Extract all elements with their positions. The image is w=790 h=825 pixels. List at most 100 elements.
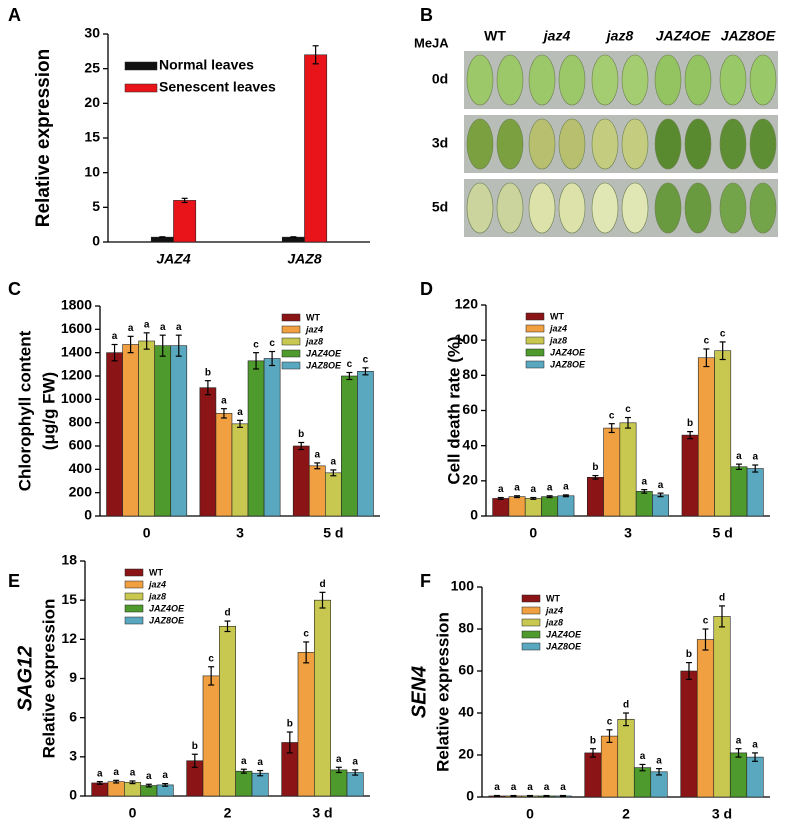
error-bar [111, 343, 118, 362]
significance-letter: a [514, 482, 520, 493]
bar [138, 340, 155, 517]
legend-swatch [124, 568, 144, 577]
y-axis-label: SEN4 [408, 666, 430, 718]
y-tick-label: 0 [466, 788, 474, 804]
y-tick-label: 12 [61, 630, 77, 646]
bar [619, 422, 637, 517]
significance-letter: a [494, 782, 500, 793]
x-tick-label: 3 [236, 525, 244, 541]
legend-swatch [525, 312, 545, 321]
error-bar [657, 492, 664, 498]
significance-letter: c [303, 629, 309, 640]
y-tick-label: 1400 [61, 343, 92, 359]
x-tick-label: 0 [526, 806, 534, 820]
bar [584, 752, 602, 798]
legend-swatch [281, 361, 301, 370]
leaf [558, 182, 586, 234]
x-tick-label: 3 d [312, 805, 332, 820]
significance-letter: b [287, 719, 293, 730]
panel-letter: A [8, 5, 21, 25]
significance-letter: a [736, 735, 742, 746]
leaf [558, 118, 586, 170]
x-tick-label: JAZ8 [287, 251, 321, 267]
significance-letter: c [703, 616, 709, 627]
y-tick-label: 9 [69, 669, 77, 685]
legend-label: JAZ4OE [550, 347, 586, 357]
genotype-label: jaz8 [605, 28, 634, 44]
day-label: 0d [432, 71, 448, 87]
legend-label: jaz4 [545, 605, 563, 615]
significance-letter: a [498, 484, 504, 495]
legend-swatch [521, 630, 541, 639]
leaf [684, 118, 712, 170]
leaf [528, 54, 556, 106]
y-tick-label: 40 [458, 704, 474, 720]
leaf [528, 182, 556, 234]
bar [635, 491, 653, 517]
bar [202, 675, 220, 797]
significance-letter: a [752, 452, 758, 463]
panel-letter: C [8, 279, 21, 299]
significance-letter: a [144, 319, 150, 330]
error-bar [145, 783, 152, 788]
legend-label: jaz4 [549, 323, 567, 333]
error-bar [208, 666, 215, 686]
error-bar [623, 712, 629, 727]
leaf [719, 182, 747, 234]
y-tick-label: 25 [84, 59, 100, 75]
leaf [466, 54, 494, 106]
significance-letter: a [176, 322, 182, 333]
significance-letter: c [625, 404, 631, 415]
legend-label: WT [306, 312, 320, 322]
bar [325, 472, 342, 517]
y-tick-label: 40 [462, 436, 478, 452]
y-tick-label: 5 [92, 198, 100, 214]
bar [586, 477, 604, 517]
y-tick-label: 0 [69, 787, 77, 803]
error-bar [335, 766, 342, 774]
legend-label: jaz8 [545, 617, 563, 627]
bar [263, 358, 281, 517]
y-axis-label: (μg/g FW) [39, 372, 58, 450]
significance-letter: b [592, 462, 598, 473]
significance-letter: a [257, 757, 263, 768]
error-bar [127, 335, 134, 354]
error-bar [560, 794, 567, 797]
significance-letter: c [704, 336, 710, 347]
x-tick-label: 3 [624, 525, 632, 541]
y-tick-label: 1200 [61, 367, 92, 383]
error-bar [286, 731, 293, 754]
y-axis-label: Relative expression [433, 612, 452, 772]
bar [524, 498, 542, 517]
leaf [621, 118, 649, 170]
y-tick-label: 80 [462, 366, 478, 382]
significance-letter: b [205, 367, 211, 378]
legend-swatch [525, 348, 545, 357]
significance-letter: a [527, 782, 533, 793]
y-tick-label: 80 [458, 620, 474, 636]
error-bar [639, 763, 646, 772]
y-tick-label: 800 [69, 413, 93, 429]
error-bar [656, 768, 663, 776]
error-bar [685, 661, 692, 681]
bar [231, 423, 249, 517]
significance-letter: a [221, 395, 227, 406]
bar [492, 498, 510, 517]
error-bar [290, 236, 297, 239]
significance-letter: a [642, 476, 648, 487]
bar [314, 599, 331, 797]
bar [746, 756, 764, 798]
legend-label: jaz8 [549, 335, 567, 345]
legend-label: JAZ4OE [149, 603, 185, 613]
error-bar [237, 419, 243, 428]
bar [124, 781, 141, 797]
significance-letter: a [112, 331, 118, 342]
error-bar [240, 768, 247, 774]
significance-letter: a [128, 323, 134, 334]
error-bar [702, 628, 709, 651]
leaf [654, 54, 682, 106]
error-bar [253, 352, 260, 370]
error-bar [608, 423, 615, 434]
leaf [496, 54, 524, 106]
